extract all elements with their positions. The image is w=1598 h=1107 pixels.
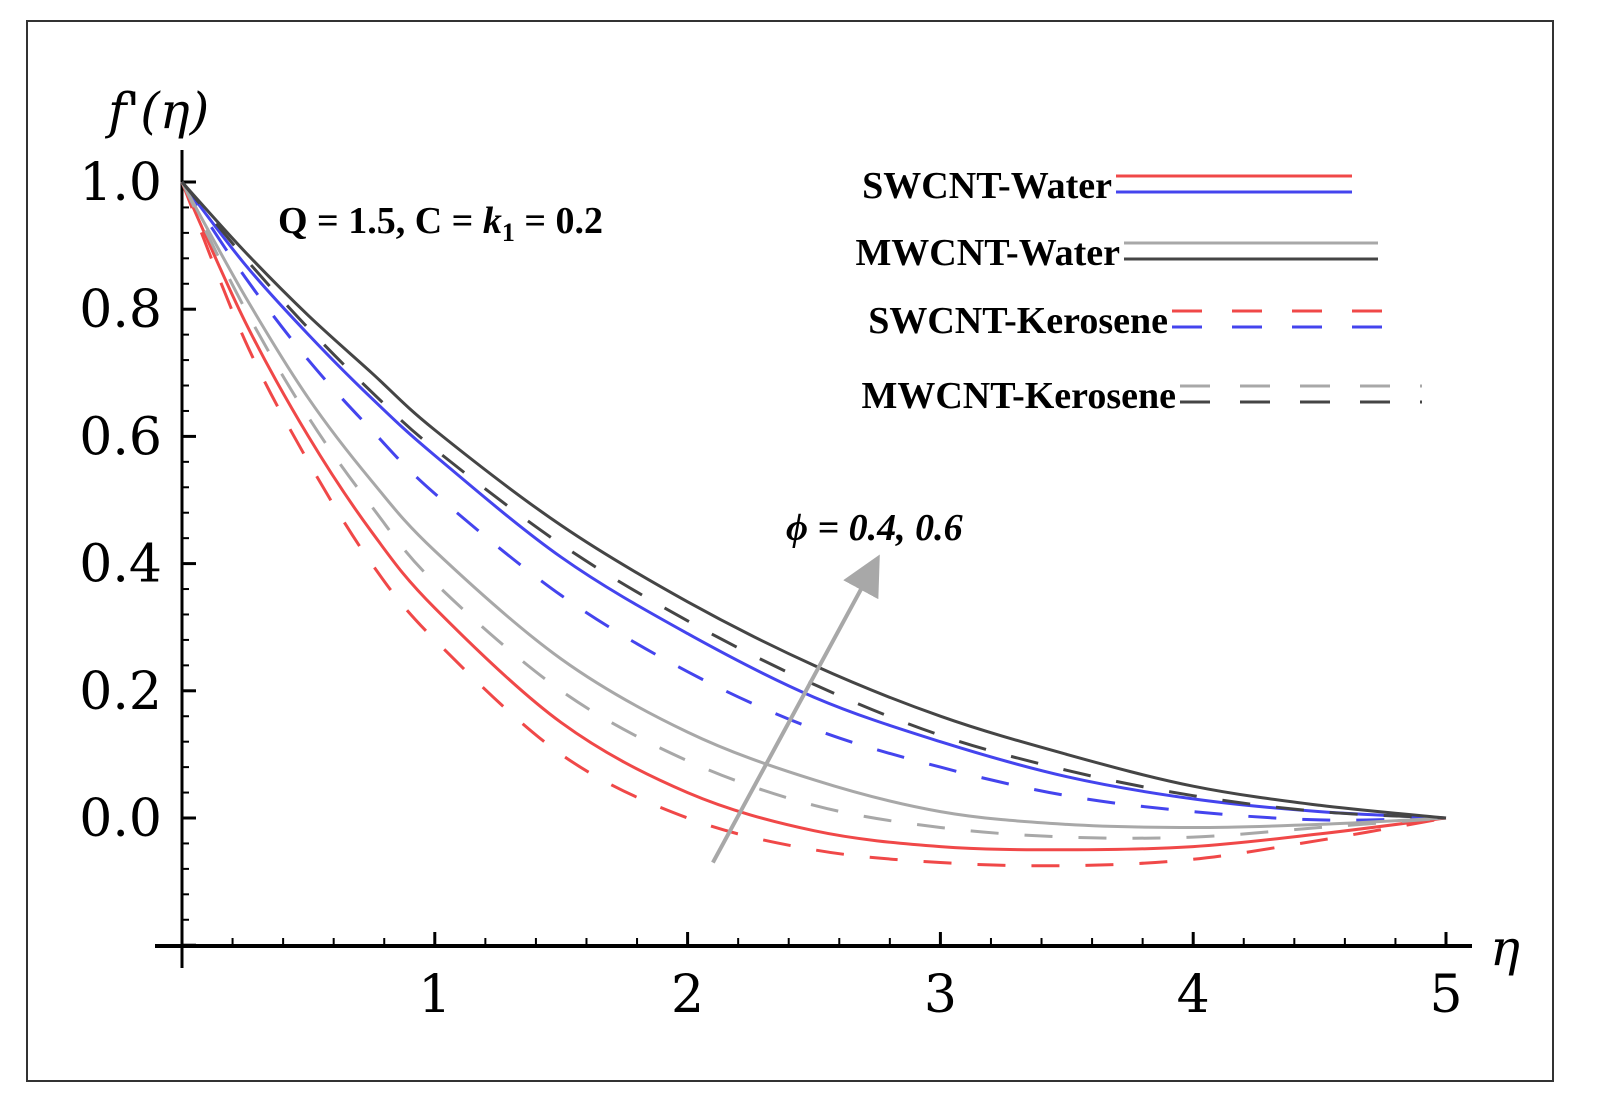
parameter-annotation: Q = 1.5, C = k1 = 0.2 xyxy=(278,200,603,247)
x-axis-label: η xyxy=(1490,919,1520,977)
phi-arrow xyxy=(711,554,880,864)
series-line-6 xyxy=(180,181,1447,840)
series-line-3 xyxy=(180,181,1447,820)
annotations: Q = 1.5, C = k1 = 0.2 ϕ = 0.4, 0.6 xyxy=(278,200,963,864)
chart-frame xyxy=(26,20,1554,1082)
y-axis-label: f'(η) xyxy=(104,82,209,140)
x-tick-label: 3 xyxy=(924,965,957,1025)
parameter-annotation-text: Q = 1.5, C = xyxy=(278,200,483,242)
y-tick-label: 1.0 xyxy=(79,153,162,213)
y-tick-label: 0.6 xyxy=(79,407,162,467)
curves xyxy=(180,180,1447,868)
parameter-annotation-tail: = 0.2 xyxy=(515,200,603,242)
x-tick-label: 4 xyxy=(1177,965,1210,1025)
x-tick-label: 2 xyxy=(671,965,704,1025)
legend: SWCNT-Water MWCNT-Water SWCNT-Kerosene MWCN… xyxy=(855,165,1422,417)
series-line-5 xyxy=(180,181,1447,830)
y-tick-label: 0.0 xyxy=(79,789,162,849)
parameter-annotation-k: k xyxy=(483,200,502,242)
y-tick-label: 0.4 xyxy=(79,535,162,595)
legend-label: SWCNT-Kerosene xyxy=(868,300,1168,342)
y-tick-label: 0.2 xyxy=(79,662,162,722)
y-tick-label: 0.8 xyxy=(79,280,162,340)
phi-annotation: ϕ = 0.4, 0.6 xyxy=(786,507,963,549)
series-line-7 xyxy=(180,180,1447,820)
legend-label: MWCNT-Water xyxy=(855,232,1120,274)
series-line-1 xyxy=(180,181,1447,852)
series-line-4 xyxy=(180,181,1447,822)
parameter-annotation-subscript: 1 xyxy=(502,218,515,247)
series-line-8 xyxy=(180,181,1447,820)
axes: 1 2 3 4 5 1.0 0.8 0.6 0.4 0.2 0.0 f'(η) η xyxy=(79,82,1520,1025)
legend-label: SWCNT-Water xyxy=(862,165,1112,207)
x-tick-label: 1 xyxy=(418,965,451,1025)
x-tick-label: 5 xyxy=(1429,965,1462,1025)
legend-label: MWCNT-Kerosene xyxy=(861,375,1176,417)
